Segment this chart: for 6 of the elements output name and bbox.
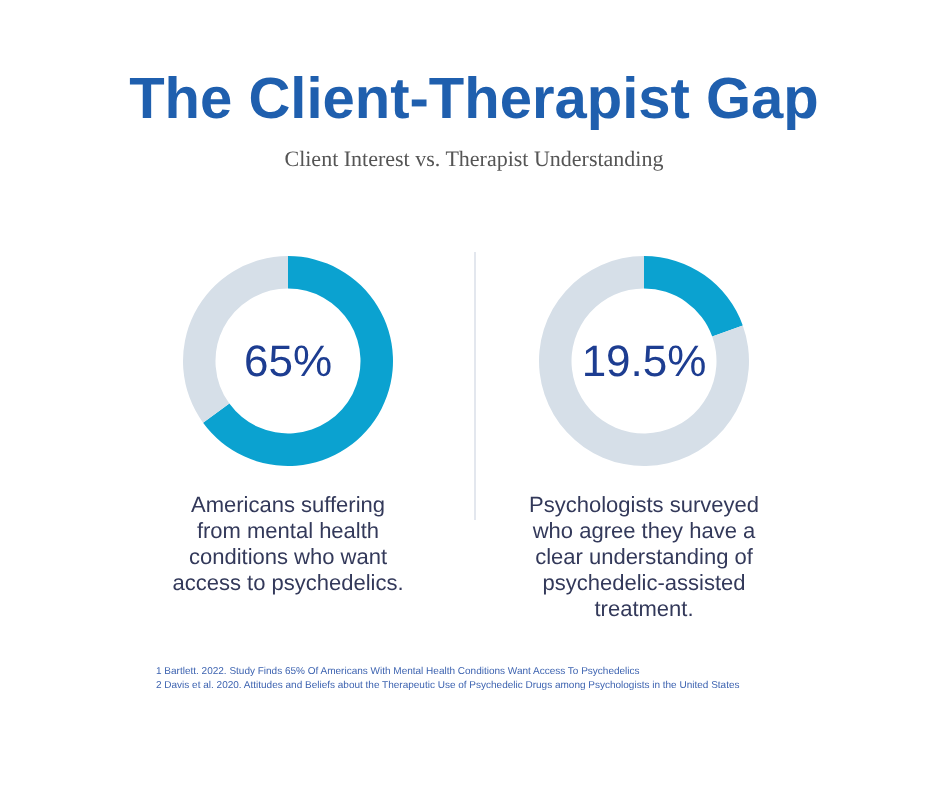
text: Americans suffering from mental health conditions who want access to psychedelics. [170, 494, 406, 598]
text: Client Interest vs. Therapist Understanding [282, 148, 666, 172]
text: Psychologists surveyed who agree they have a clear understanding of psychedelic-assisted treatment. [527, 494, 761, 624]
text: The Client-Therapist Gap [127, 68, 821, 134]
text: 65% [243, 336, 333, 386]
text: 19.5% [581, 336, 707, 386]
